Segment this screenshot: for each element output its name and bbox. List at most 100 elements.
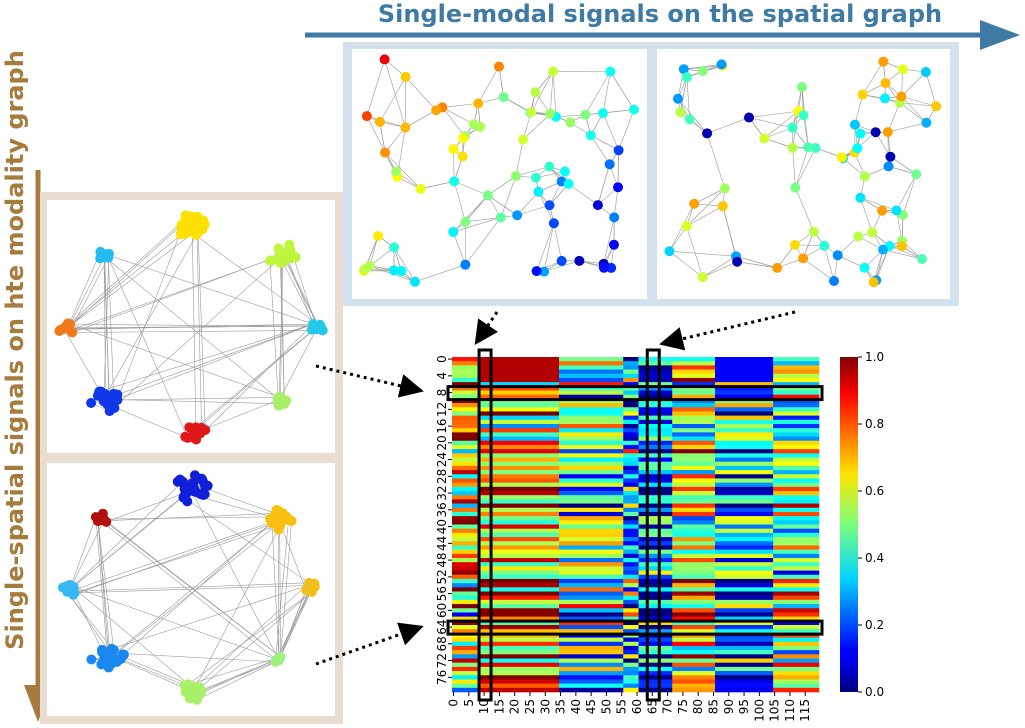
spatial-edge bbox=[669, 203, 695, 252]
heatmap-cell bbox=[672, 470, 716, 475]
heatmap-cell bbox=[638, 444, 673, 450]
heatmap-cell bbox=[479, 373, 560, 379]
heatmap-cell bbox=[672, 524, 716, 529]
heatmap-cell bbox=[672, 679, 716, 684]
x-tick-label: 110 bbox=[783, 699, 797, 722]
heatmap-cell bbox=[623, 377, 639, 383]
spatial-node bbox=[684, 114, 695, 125]
spatial-edge bbox=[706, 133, 726, 189]
spatial-edge bbox=[610, 71, 635, 110]
spatial-node bbox=[606, 262, 617, 273]
heatmap-cell bbox=[715, 545, 774, 550]
heatmap-cell bbox=[773, 461, 820, 467]
heatmap-cell bbox=[715, 390, 774, 395]
heatmap-cell bbox=[479, 641, 560, 647]
heatmap-cell bbox=[638, 424, 673, 429]
modality-edge bbox=[97, 512, 283, 522]
heatmap-cell bbox=[715, 482, 774, 488]
heatmap-cell bbox=[672, 403, 716, 408]
heatmap-cell bbox=[638, 361, 673, 366]
heatmap-cell bbox=[672, 482, 716, 488]
spatial-node bbox=[810, 142, 821, 153]
modality-edge bbox=[60, 323, 314, 331]
heatmap-cell bbox=[452, 382, 480, 387]
spatial-edge bbox=[680, 77, 688, 113]
spatial-edge bbox=[498, 66, 504, 98]
heatmap-cell bbox=[479, 511, 560, 517]
heatmap-cell bbox=[773, 424, 820, 429]
heatmap-cell bbox=[479, 662, 560, 668]
heatmap-cell bbox=[559, 432, 624, 437]
spatial-node bbox=[495, 212, 506, 223]
heatmap-cell bbox=[623, 511, 639, 517]
heatmap-cell bbox=[559, 687, 624, 693]
heatmap-cell bbox=[672, 440, 716, 446]
heatmap-cell bbox=[479, 616, 560, 622]
heatmap-cell bbox=[672, 532, 716, 538]
modality-edge bbox=[286, 255, 314, 325]
heatmap bbox=[452, 357, 820, 693]
x-tick-label: 115 bbox=[798, 699, 812, 722]
spatial-edge bbox=[735, 255, 778, 269]
spatial-edge bbox=[379, 121, 386, 153]
heatmap-cell bbox=[715, 687, 774, 693]
x-tick-label: 80 bbox=[691, 699, 705, 714]
heatmap-cell bbox=[773, 382, 820, 387]
heatmap-cell bbox=[479, 570, 560, 576]
y-tick-label: 60 bbox=[435, 603, 449, 618]
heatmap-cell bbox=[452, 516, 480, 521]
spatial-node bbox=[877, 205, 888, 216]
heatmap-cell bbox=[623, 633, 639, 638]
heatmap-cell bbox=[623, 474, 639, 479]
heatmap-cell bbox=[623, 478, 639, 483]
heatmap-cell bbox=[623, 482, 639, 488]
heatmap-cell bbox=[715, 495, 774, 500]
heatmap-cell bbox=[452, 671, 480, 676]
modality-edge bbox=[117, 397, 279, 401]
heatmap-cell bbox=[773, 616, 820, 622]
spatial-node bbox=[448, 144, 459, 155]
spatial-node bbox=[852, 143, 863, 154]
spatial-node bbox=[883, 161, 894, 172]
spatial-edge bbox=[748, 110, 799, 118]
heatmap-x-ticks: 0 5 10 15 20 25 30 35 40 45 50 55 60 65 70 75 80 85 90 95 10… bbox=[447, 692, 812, 722]
y-tick-label: 4 bbox=[435, 372, 449, 380]
heatmap-cell bbox=[638, 562, 673, 567]
spatial-edge bbox=[702, 261, 738, 278]
heatmap-cell bbox=[452, 566, 480, 571]
spatial-edge bbox=[522, 113, 551, 140]
spatial-edge bbox=[677, 69, 685, 99]
connector-arrows bbox=[315, 310, 796, 666]
spatial-edge bbox=[706, 117, 750, 134]
spatial-node bbox=[868, 277, 879, 288]
heatmap-cell bbox=[479, 633, 560, 638]
heatmap-cell bbox=[672, 394, 716, 400]
heatmap-cell bbox=[479, 629, 560, 634]
heatmap-cell bbox=[773, 407, 820, 412]
modality-edge bbox=[63, 218, 186, 330]
heatmap-cell bbox=[672, 654, 716, 659]
heatmap-cell bbox=[479, 604, 560, 609]
heatmap-cell bbox=[623, 398, 639, 404]
heatmap-cell bbox=[672, 608, 716, 613]
spatial-node bbox=[605, 66, 616, 77]
heatmap-cell bbox=[559, 574, 624, 580]
heatmap-cell bbox=[452, 666, 480, 672]
spatial-edge bbox=[899, 102, 927, 123]
heatmap-cell bbox=[479, 470, 560, 475]
modality-edge bbox=[108, 516, 278, 668]
colorbar-tick-label: 0.8 bbox=[865, 417, 884, 431]
modality-node bbox=[314, 319, 325, 330]
heatmap-cell bbox=[672, 553, 716, 559]
heatmap-cell bbox=[623, 407, 639, 412]
modality-edge bbox=[278, 583, 315, 661]
heatmap-cell bbox=[715, 570, 774, 576]
heatmap-cell bbox=[559, 683, 624, 689]
heatmap-cell bbox=[638, 474, 673, 479]
heatmap-cell bbox=[638, 604, 673, 609]
spatial-node bbox=[533, 186, 544, 197]
modality-edge bbox=[68, 495, 185, 591]
heatmap-cell bbox=[559, 411, 624, 416]
heatmap-cell bbox=[773, 511, 820, 517]
heatmap-cell bbox=[623, 658, 639, 663]
